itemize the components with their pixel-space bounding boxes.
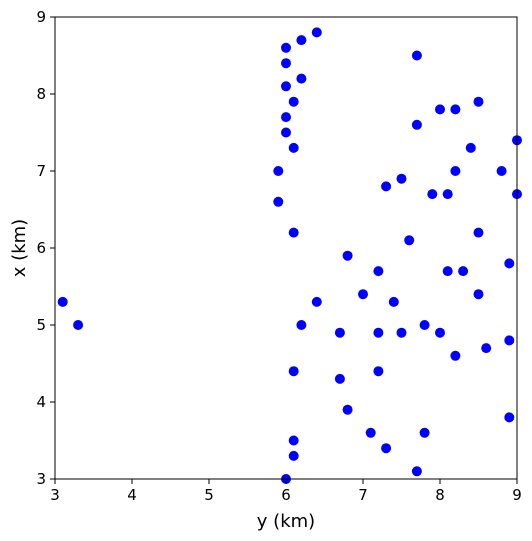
y-axis-label: x (km) — [9, 219, 30, 277]
x-axis-ticks: 3 4 5 6 7 8 9 — [50, 479, 522, 504]
data-point — [296, 320, 307, 330]
data-point — [288, 142, 299, 153]
x-tick-label: 8 — [435, 486, 445, 504]
data-point — [388, 296, 399, 307]
y-tick-label: 7 — [36, 162, 46, 180]
x-tick-label: 6 — [281, 486, 291, 504]
x-axis-label: y (km) — [257, 511, 315, 532]
data-point — [73, 320, 84, 330]
data-point — [281, 42, 291, 53]
y-axis-ticks: 3 4 5 6 7 8 9 — [36, 8, 55, 488]
data-point — [473, 227, 484, 238]
data-point — [496, 166, 507, 176]
data-point — [273, 196, 284, 207]
data-point — [296, 73, 307, 84]
data-point — [419, 320, 430, 330]
data-point — [288, 96, 299, 107]
x-tick-label: 9 — [512, 486, 522, 504]
data-point — [450, 350, 461, 361]
y-tick-label: 9 — [36, 8, 46, 26]
y-tick-label: 8 — [36, 85, 46, 103]
data-point — [427, 189, 438, 200]
data-point — [281, 112, 291, 123]
data-point — [481, 343, 492, 354]
x-tick-label: 5 — [204, 486, 214, 504]
data-point — [373, 366, 384, 377]
data-point — [381, 181, 392, 192]
data-point — [342, 404, 353, 415]
y-tick-label: 4 — [36, 393, 46, 411]
data-point — [273, 166, 284, 176]
data-point — [288, 366, 299, 377]
data-point — [504, 412, 515, 423]
data-point — [419, 427, 430, 438]
data-point — [311, 296, 322, 307]
data-point — [281, 127, 291, 138]
data-point — [334, 373, 345, 384]
data-point — [281, 58, 291, 69]
data-point — [442, 189, 453, 200]
x-tick-label: 7 — [358, 486, 368, 504]
data-point — [296, 35, 307, 46]
data-point — [342, 250, 353, 261]
data-point — [411, 50, 422, 61]
data-point — [373, 266, 384, 277]
data-point — [57, 296, 68, 307]
points-layer — [57, 27, 522, 484]
x-tick-label: 4 — [127, 486, 137, 504]
y-tick-label: 6 — [36, 239, 46, 257]
data-point — [435, 327, 445, 338]
data-point — [281, 81, 291, 92]
data-point — [358, 289, 368, 300]
data-point — [450, 104, 461, 115]
data-point — [504, 335, 515, 346]
data-point — [396, 173, 407, 184]
y-tick-label: 3 — [36, 470, 46, 488]
data-point — [334, 327, 345, 338]
data-point — [288, 435, 299, 446]
data-point — [411, 119, 422, 130]
x-tick-label: 3 — [50, 486, 60, 504]
data-point — [504, 258, 515, 269]
data-point — [458, 266, 469, 277]
data-point — [411, 466, 422, 477]
y-tick-label: 5 — [36, 316, 46, 334]
data-point — [442, 266, 453, 277]
data-point — [373, 327, 384, 338]
data-point — [450, 166, 461, 176]
data-point — [396, 327, 407, 338]
data-point — [365, 427, 376, 438]
data-point — [465, 142, 476, 153]
data-point — [473, 289, 484, 300]
data-point — [381, 443, 392, 454]
data-point — [404, 235, 415, 246]
data-point — [288, 450, 299, 461]
data-point — [435, 104, 445, 115]
data-point — [473, 96, 484, 107]
data-point — [311, 27, 322, 38]
data-point — [288, 227, 299, 238]
